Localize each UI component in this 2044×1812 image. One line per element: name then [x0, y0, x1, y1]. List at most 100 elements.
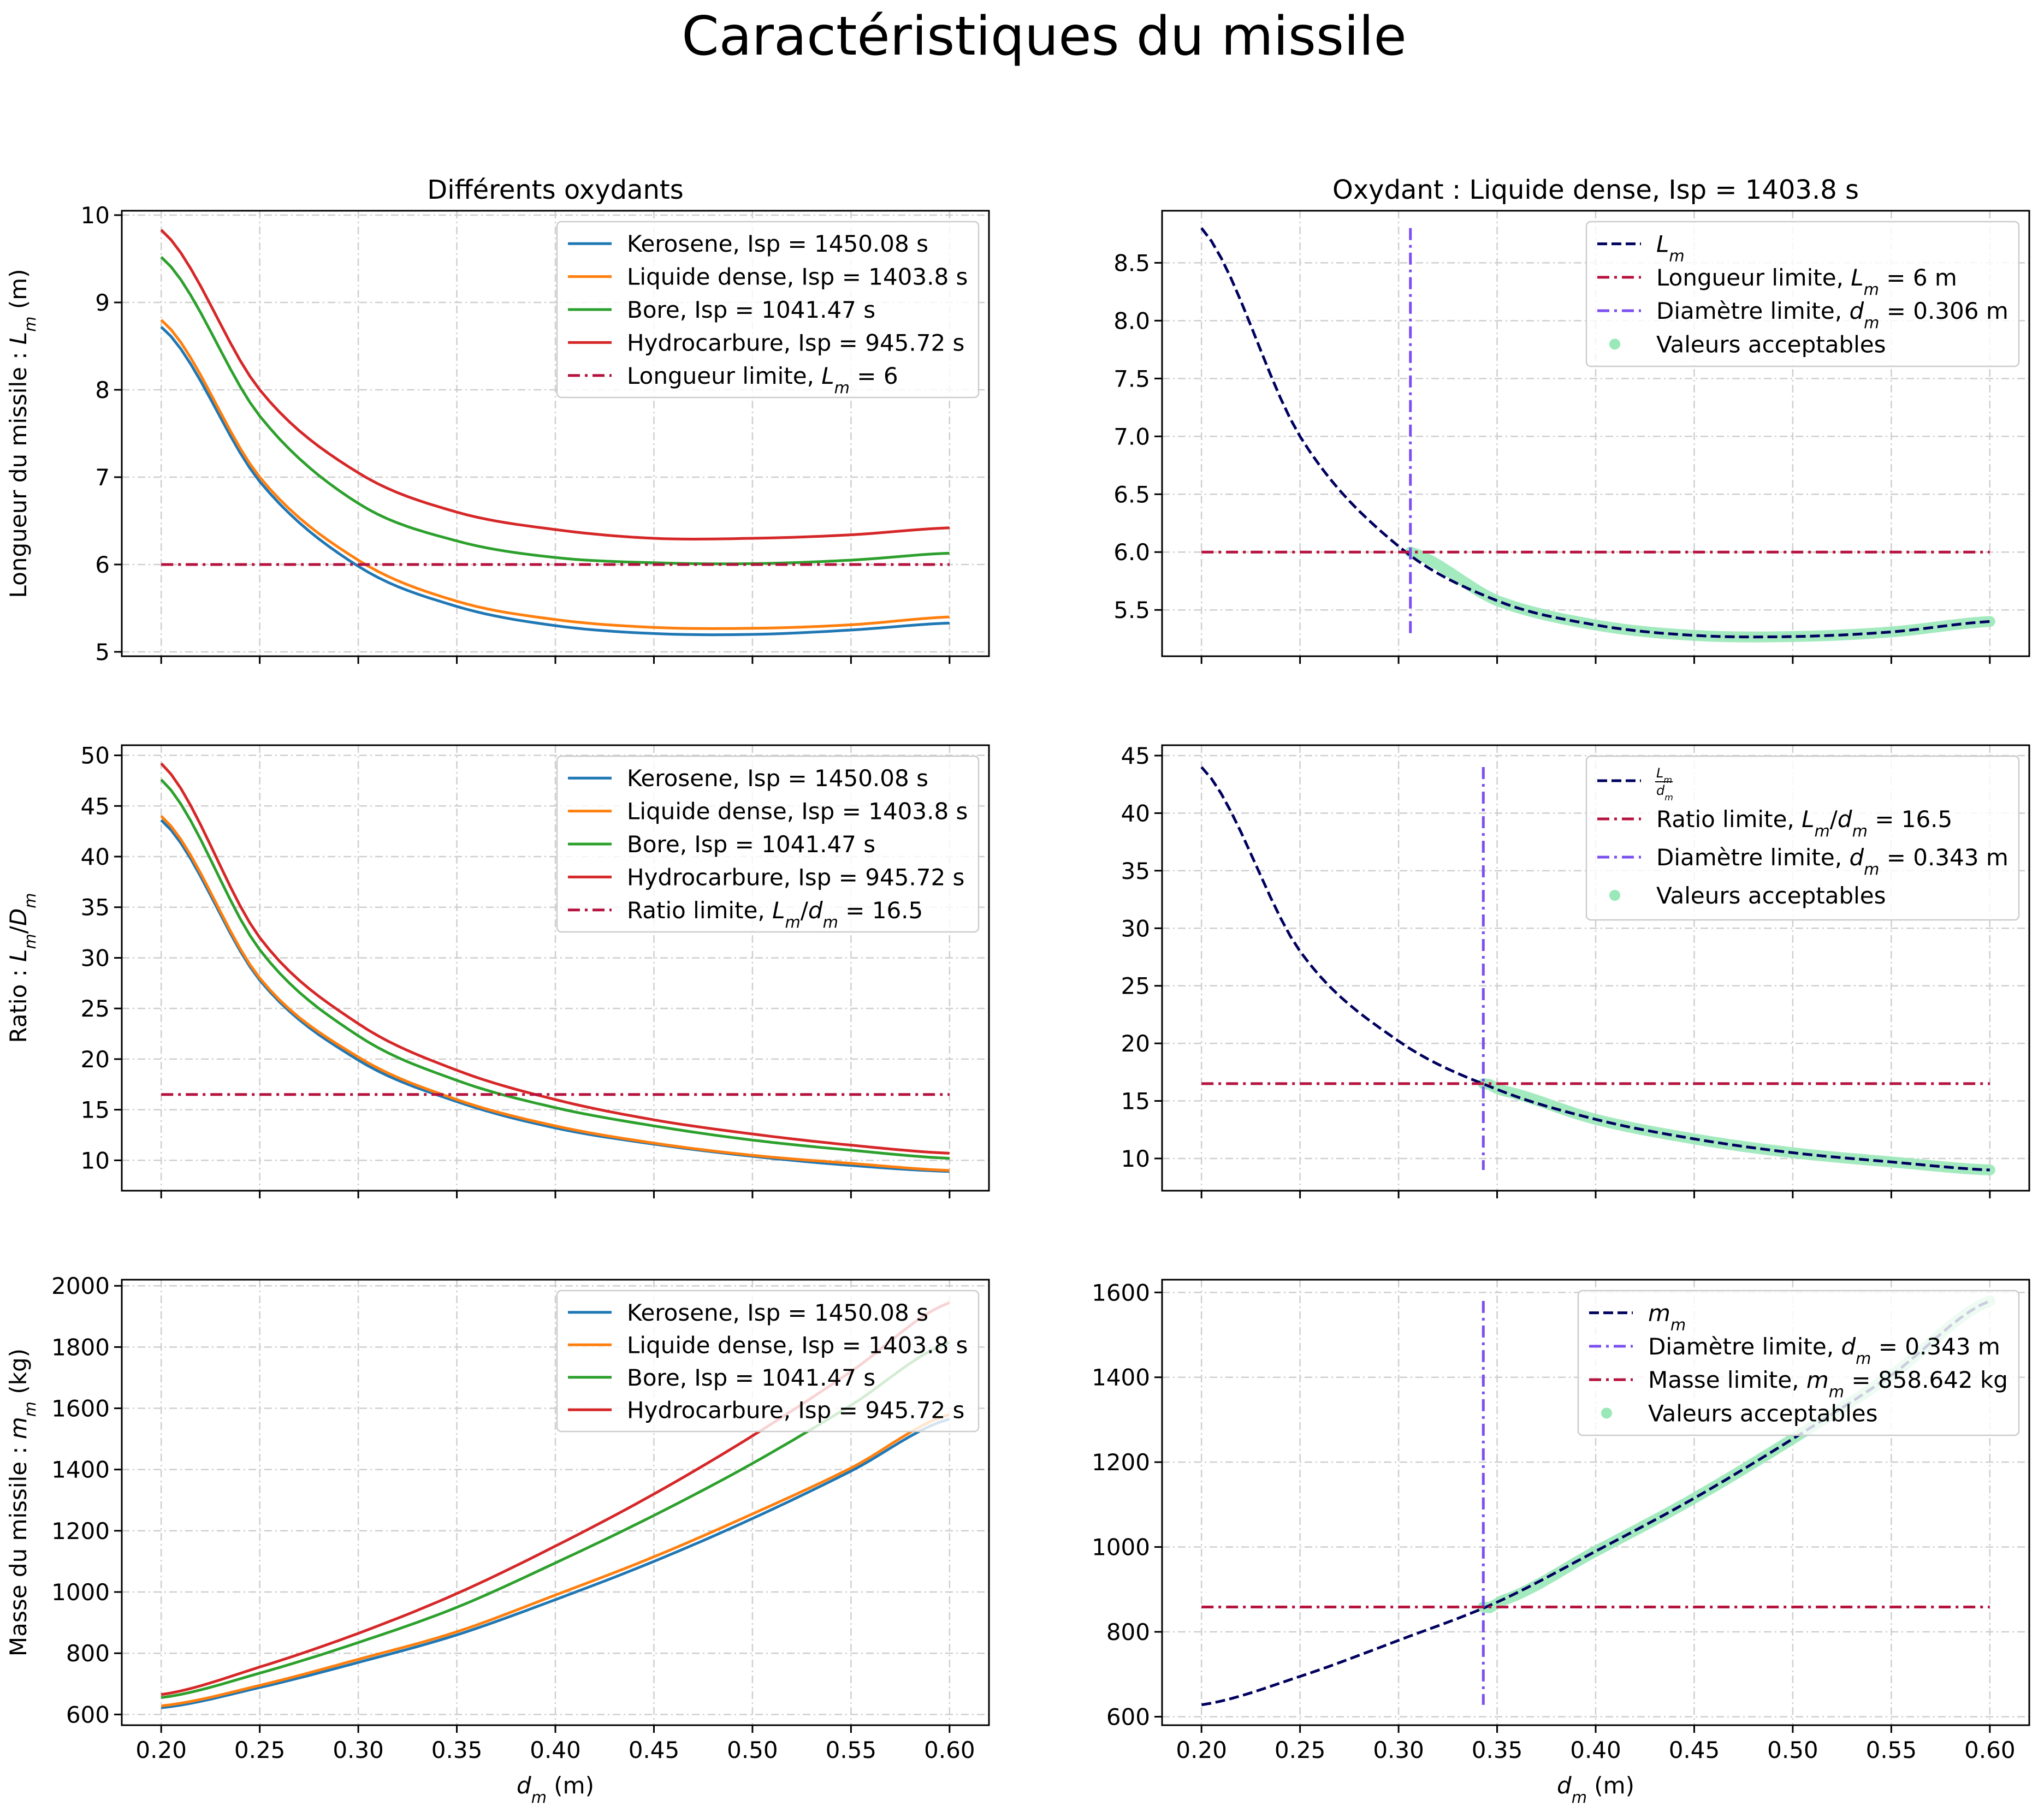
legend-label: Valeurs acceptables — [1648, 1400, 1878, 1427]
panel-p1: 5 6 7 8 9 10 Différents oxydants Longueur du mi… — [5, 175, 990, 666]
legend-label: Hydrocarbure, Isp = 945.72 s — [627, 864, 964, 890]
plot-area — [1200, 766, 1995, 1175]
y-tick-label: 25 — [81, 995, 110, 1022]
series-line — [161, 1417, 950, 1709]
y-tick-label: 1200 — [51, 1518, 110, 1544]
legend-marker — [1609, 338, 1620, 350]
legend-entry: Kerosene, Isp = 1450.08 s — [568, 765, 928, 792]
plot-area — [1200, 227, 1995, 643]
series-line — [160, 319, 950, 630]
legend-label: Diamètre limite, dm = 0.306 m — [1656, 298, 2009, 332]
legend-entry: Masse limite, mm = 858.642 kg — [1589, 1367, 2008, 1401]
legend-box — [556, 1290, 980, 1433]
legend-entry: Bore, Isp = 1041.47 s — [568, 1364, 875, 1391]
x-tick-label: 0.25 — [234, 1737, 286, 1763]
legend-entry: Lm — [1597, 231, 1685, 265]
y-tick-label: 10 — [81, 1147, 110, 1174]
x-tick-label: 0.30 — [333, 1737, 384, 1763]
legend-entry: Kerosene, Isp = 1450.08 s — [568, 230, 928, 257]
plot-area — [160, 762, 950, 1173]
legend-label: Hydrocarbure, Isp = 945.72 s — [627, 329, 964, 356]
legend-label: Ratio limite, Lm/dm = 16.5 — [1656, 806, 1952, 840]
x-axis-label: dm (m) — [517, 1772, 594, 1807]
x-axis-label: dm (m) — [1557, 1772, 1634, 1807]
x-tick-label: 0.35 — [431, 1737, 483, 1763]
y-tick-label: 50 — [81, 742, 110, 769]
legend: Kerosene, Isp = 1450.08 s Liquide dense, … — [556, 1290, 980, 1433]
legend-label: Liquide dense, Isp = 1403.8 s — [627, 1332, 968, 1358]
y-tick-label: 600 — [1106, 1703, 1150, 1730]
x-tick-label: 0.20 — [1176, 1737, 1227, 1763]
y-tick-label: 35 — [1121, 858, 1150, 884]
x-tick-label: 0.40 — [530, 1737, 581, 1763]
y-tick-label: 8.5 — [1113, 249, 1150, 276]
legend-box — [556, 755, 980, 933]
x-tick-label: 0.50 — [1767, 1737, 1818, 1763]
y-axis-label: Masse du missile : mm (kg) — [5, 1348, 39, 1656]
x-tick-label: 0.25 — [1275, 1737, 1326, 1763]
legend-label: Lm — [1656, 231, 1685, 265]
plot-area — [160, 229, 950, 637]
x-tick-label: 0.30 — [1373, 1737, 1424, 1763]
panel-title: Différents oxydants — [427, 175, 683, 205]
y-axis-label: Longueur du missile : Lm (m) — [5, 269, 39, 598]
y-tick-label: 15 — [1121, 1088, 1150, 1115]
y-tick-label: 1800 — [51, 1334, 110, 1361]
legend-marker — [1601, 1407, 1612, 1419]
legend-entry: Liquide dense, Isp = 1403.8 s — [568, 1332, 968, 1358]
legend-label: Masse limite, mm = 858.642 kg — [1648, 1367, 2008, 1401]
legend-entry: Hydrocarbure, Isp = 945.72 s — [568, 329, 964, 356]
y-tick-label: 600 — [66, 1701, 110, 1728]
acceptable-values-band — [1478, 1078, 1995, 1175]
legend-label: Valeurs acceptables — [1656, 331, 1886, 358]
y-tick-label: 1000 — [1092, 1534, 1150, 1561]
legend-label: Valeurs acceptables — [1656, 882, 1886, 909]
x-tick-label: 0.45 — [629, 1737, 680, 1763]
y-tick-label: 30 — [81, 944, 110, 971]
y-tick-label: 800 — [1106, 1619, 1150, 1645]
legend-label: Diamètre limite, dm = 0.343 m — [1656, 844, 2009, 878]
legend-label: Ratio limite, Lm/dm = 16.5 — [627, 897, 923, 931]
figure-title: Caractéristiques du missile — [682, 5, 1407, 68]
y-tick-label: 8 — [95, 377, 110, 403]
legend-entry: Kerosene, Isp = 1450.08 s — [568, 1299, 928, 1326]
legend-label: dm — [1656, 783, 1673, 803]
legend-label: Bore, Isp = 1041.47 s — [627, 296, 875, 323]
panel-p2: 5.5 6.0 6.5 7.0 7.5 8.0 8.5 Oxydant : Liquide d… — [1113, 175, 2030, 664]
panel-p3: 10 15 20 25 30 35 40 45 50 Ratio : Lm/Dm Kerosene,… — [5, 742, 990, 1198]
y-tick-label: 5 — [95, 639, 110, 666]
series-line — [160, 762, 950, 1155]
x-tick-label: 0.60 — [924, 1737, 975, 1763]
y-tick-label: 8.0 — [1113, 307, 1150, 334]
legend-entry: mm — [1589, 1300, 1686, 1334]
y-tick-label: 1600 — [1092, 1279, 1150, 1306]
y-tick-label: 6.5 — [1113, 481, 1150, 508]
y-tick-label: 25 — [1121, 973, 1150, 1000]
series-line — [160, 229, 950, 541]
legend-entry: Ratio limite, Lm/dm = 16.5 — [1597, 806, 1952, 840]
legend-entry: Hydrocarbure, Isp = 945.72 s — [568, 1397, 964, 1423]
legend-box — [556, 221, 980, 399]
series-line — [161, 1413, 950, 1708]
legend-label: Kerosene, Isp = 1450.08 s — [627, 230, 928, 257]
series-line — [160, 779, 950, 1160]
legend: Kerosene, Isp = 1450.08 s Liquide dense, … — [556, 221, 980, 399]
legend-box — [1585, 755, 2020, 921]
y-tick-label: 1600 — [51, 1395, 110, 1422]
legend-label: Diamètre limite, dm = 0.343 m — [1648, 1333, 2000, 1368]
legend-entry: Liquide dense, Isp = 1403.8 s — [568, 798, 968, 825]
legend-entry: Diamètre limite, dm = 0.343 m — [1589, 1333, 2000, 1368]
legend-entry: Longueur limite, Lm = 6 — [568, 363, 898, 397]
y-tick-label: 20 — [1121, 1030, 1150, 1057]
x-tick-label: 0.50 — [727, 1737, 778, 1763]
y-tick-label: 20 — [81, 1046, 110, 1073]
y-tick-label: 7.5 — [1113, 365, 1150, 392]
y-axis-label: Ratio : Lm/Dm — [5, 893, 39, 1043]
legend-box — [1577, 1290, 2020, 1436]
y-tick-label: 35 — [81, 894, 110, 921]
legend-label: Bore, Isp = 1041.47 s — [627, 1364, 875, 1391]
legend-label: Longueur limite, Lm = 6 m — [1656, 264, 1957, 299]
x-tick-label: 0.55 — [1866, 1737, 1917, 1763]
